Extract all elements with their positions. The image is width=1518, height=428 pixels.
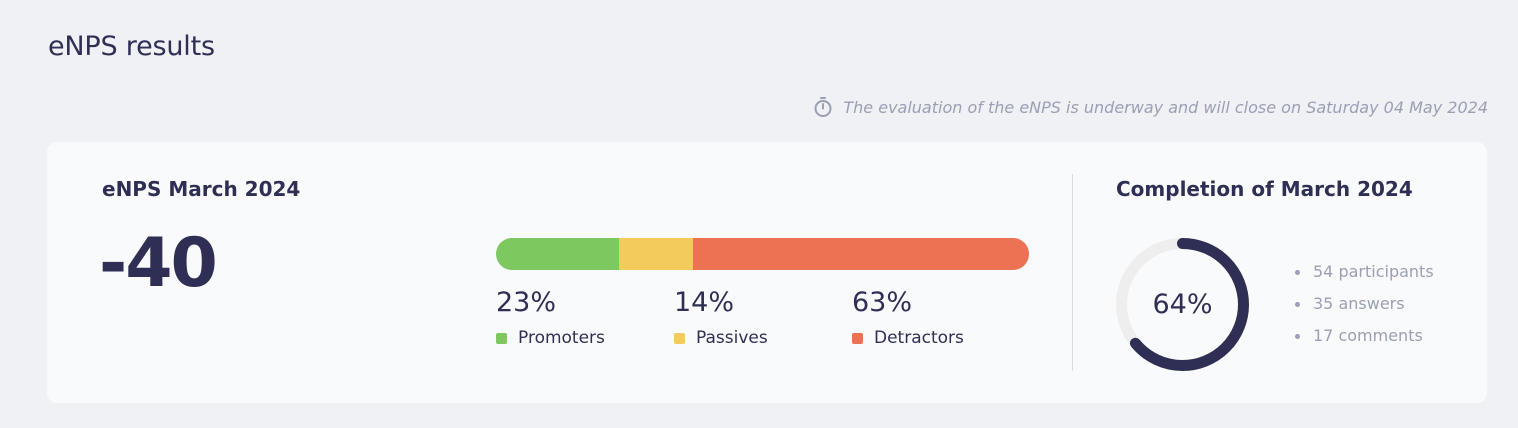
comments-text: 17 comments — [1313, 326, 1423, 345]
passives-percent: 14% — [674, 287, 735, 318]
passives-stat: 14% Passives — [674, 287, 768, 348]
bullet-icon — [1295, 270, 1300, 275]
detractors-legend-swatch — [852, 332, 863, 344]
answers-text: 35 answers — [1313, 294, 1405, 313]
enps-card: eNPS March 2024 -40 23% Promoters 14% Pa… — [47, 142, 1487, 403]
bullet-icon — [1295, 302, 1300, 307]
promoters-segment — [496, 238, 619, 270]
enps-score: -40 — [99, 224, 218, 303]
answers-item: 35 answers — [1295, 292, 1434, 324]
promoters-stat: 23% Promoters — [496, 287, 605, 348]
card-divider — [1072, 174, 1073, 371]
participants-text: 54 participants — [1313, 262, 1434, 281]
detractors-segment — [693, 238, 1029, 270]
passives-legend: Passives — [674, 328, 768, 348]
passives-legend-swatch — [674, 332, 685, 344]
completion-donut — [1116, 238, 1249, 371]
enps-breakdown-bar — [496, 238, 1029, 270]
timer-icon — [813, 96, 833, 118]
completion-title: Completion of March 2024 — [1116, 177, 1413, 201]
promoters-legend-swatch — [496, 332, 507, 344]
passives-segment — [618, 238, 694, 270]
detractors-legend: Detractors — [852, 328, 964, 348]
participants-item: 54 participants — [1295, 260, 1434, 292]
detractors-label: Detractors — [874, 328, 964, 348]
promoters-label: Promoters — [518, 328, 605, 348]
enps-period-title: eNPS March 2024 — [102, 177, 301, 201]
bullet-icon — [1295, 334, 1300, 339]
completion-donut-fill — [1116, 238, 1249, 371]
detractors-stat: 63% Detractors — [852, 287, 964, 348]
comments-item: 17 comments — [1295, 324, 1434, 356]
completion-details: 54 participants 35 answers 17 comments — [1295, 260, 1434, 356]
evaluation-notice: The evaluation of the eNPS is underway a… — [813, 96, 1488, 118]
completion-percent: 64% — [1152, 289, 1213, 320]
notice-text: The evaluation of the eNPS is underway a… — [843, 97, 1488, 117]
passives-label: Passives — [696, 328, 768, 348]
page-title: eNPS results — [48, 31, 215, 62]
detractors-percent: 63% — [852, 287, 913, 318]
promoters-legend: Promoters — [496, 328, 605, 348]
promoters-percent: 23% — [496, 287, 557, 318]
